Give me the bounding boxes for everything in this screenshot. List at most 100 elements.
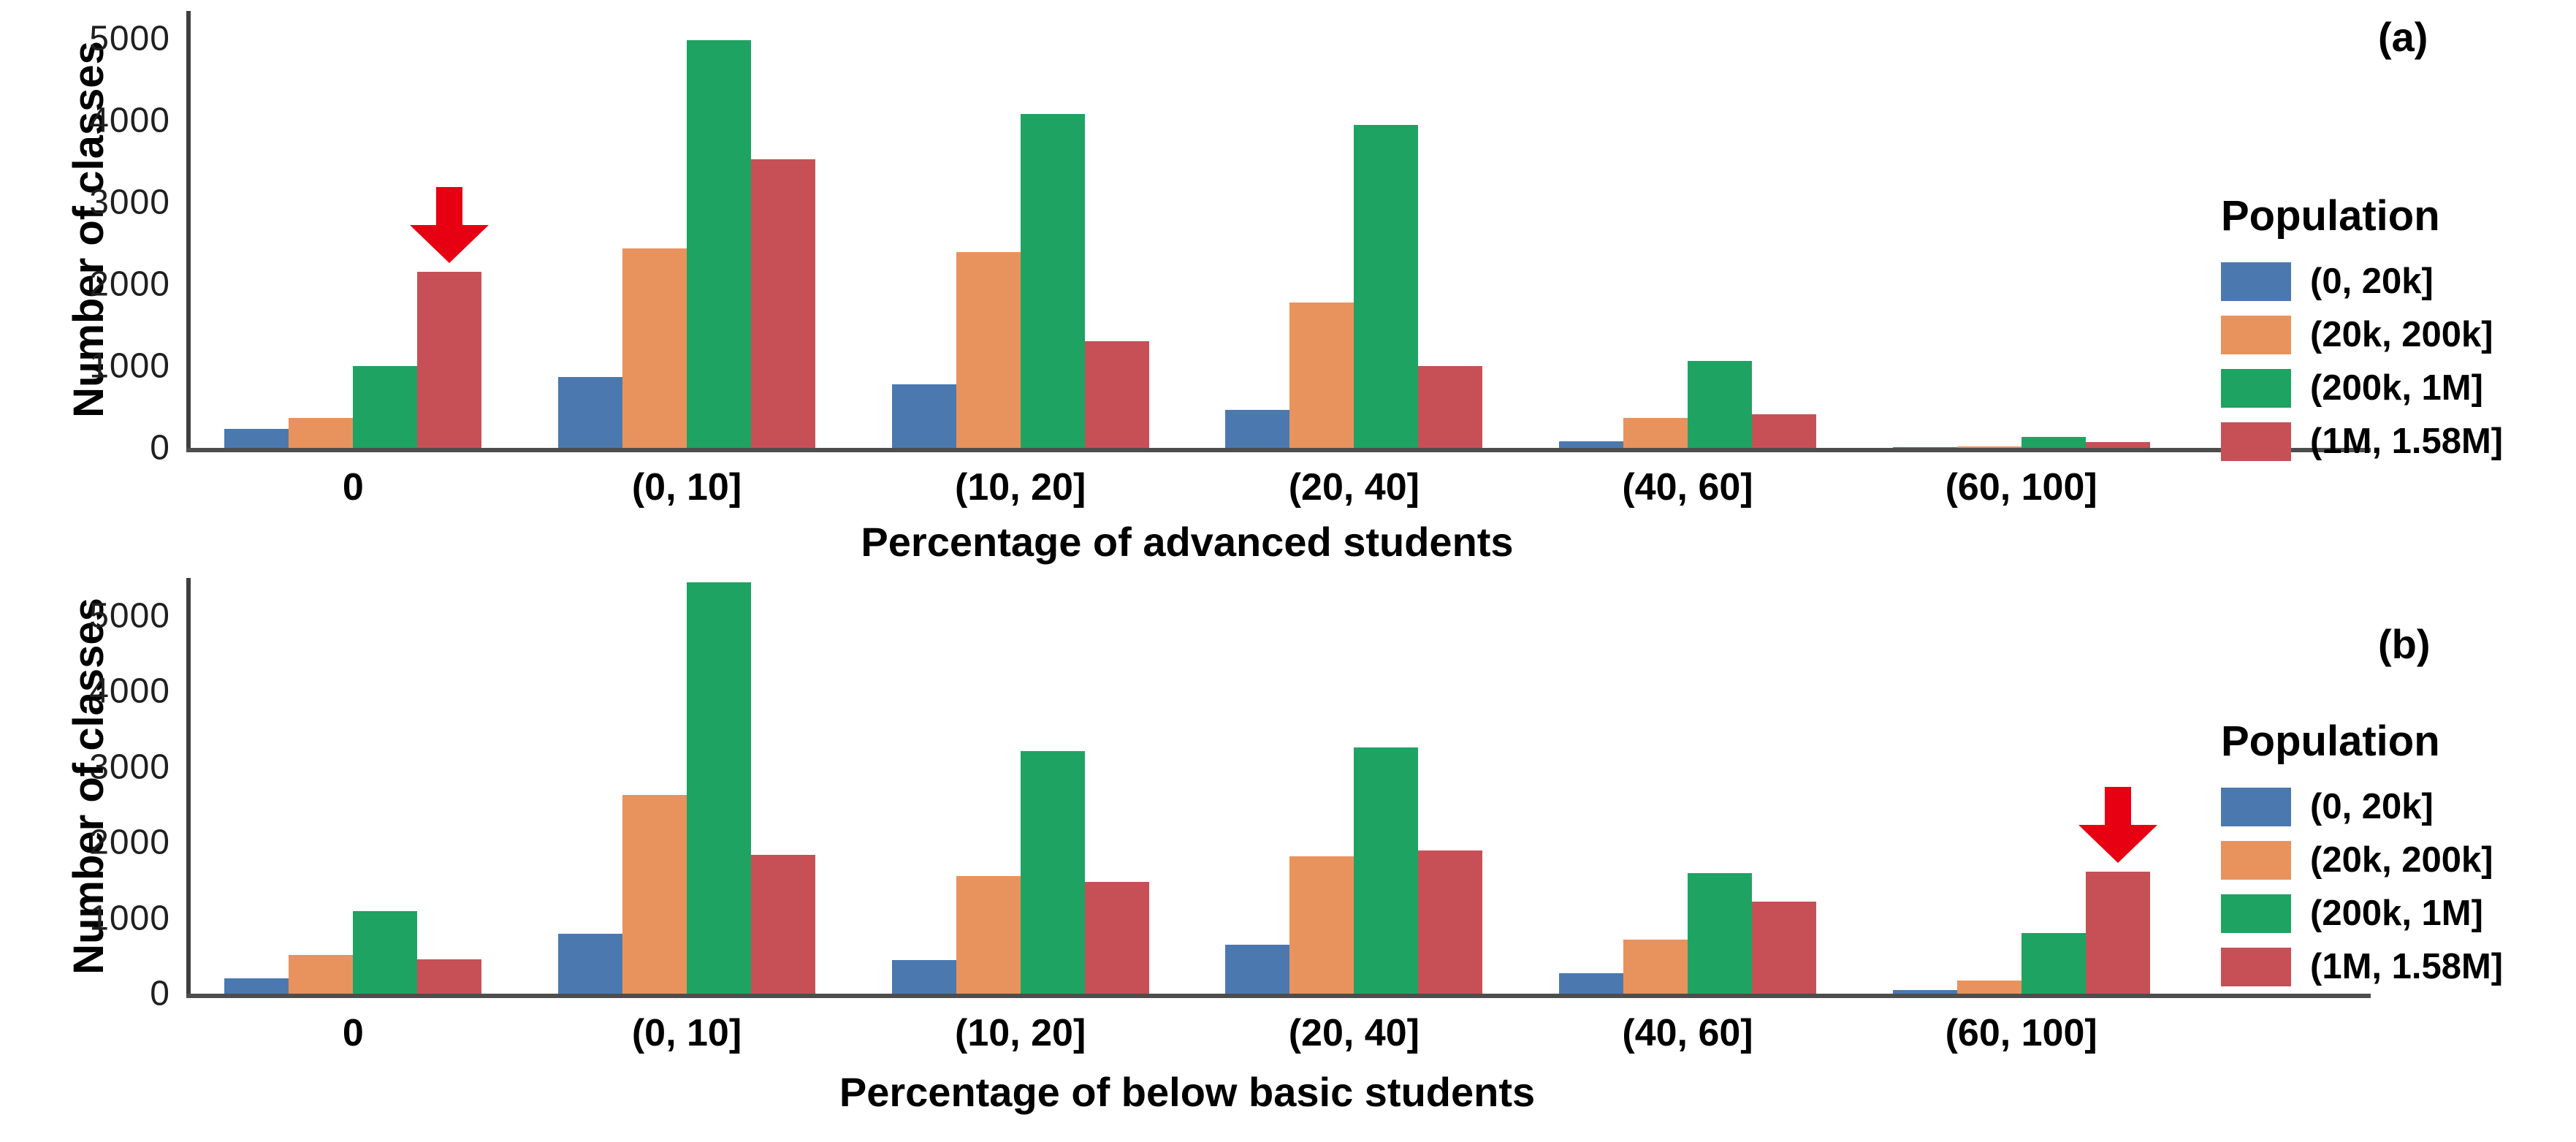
bar-020k-cat5 <box>1892 989 1957 994</box>
x-category-label: (10, 20] <box>955 466 1086 509</box>
plot-area <box>186 578 2371 998</box>
legend-item: (20k, 200k] <box>2221 840 2576 880</box>
legend-item: (200k, 1M] <box>2221 368 2576 408</box>
y-tick-label: 5000 <box>89 19 170 58</box>
bar-020k-cat3 <box>1225 410 1290 448</box>
x-axis-line <box>186 994 2371 998</box>
bar-1M158M-cat0 <box>417 959 482 994</box>
bar-200k1M-cat3 <box>1354 124 1419 448</box>
arrow-down-icon <box>2078 786 2158 863</box>
y-axis-line <box>186 11 191 448</box>
bar-020k-cat0 <box>224 978 289 994</box>
bar-1M158M-cat5 <box>2085 442 2150 448</box>
panel-a: Number of classes (a) Percentage of adva… <box>65 11 2576 565</box>
bar-1M158M-cat5 <box>2078 786 2157 994</box>
bar-1M158M-cat3 <box>1418 366 1483 448</box>
x-category-label: (40, 60] <box>1622 466 1753 509</box>
bar-200k1M-cat0 <box>353 911 418 994</box>
legend-label: (20k, 200k] <box>2310 840 2493 880</box>
panel-b: Number of classes (b) Percentage of belo… <box>0 571 2576 1142</box>
y-tick-label: 3000 <box>89 747 170 786</box>
legend-label: (0, 20k] <box>2310 262 2434 301</box>
bar-020k-cat3 <box>1225 944 1290 994</box>
bar-020k-cat2 <box>891 384 956 448</box>
legend-swatch <box>2221 368 2291 408</box>
bar-020k-cat1 <box>558 376 622 448</box>
legend-title: Population <box>2221 717 2440 765</box>
x-category-label: (60, 100] <box>1945 1012 2097 1054</box>
legend-swatch <box>2221 787 2291 826</box>
legend-label: (200k, 1M] <box>2310 894 2483 933</box>
bar-020k-cat0 <box>224 429 289 448</box>
legend: Population (0, 20k] (20k, 200k] (200k, 1M]… <box>2221 191 2576 474</box>
bar-20k200k-cat4 <box>1623 417 1688 448</box>
bar-20k200k-cat1 <box>622 248 687 448</box>
bar-1M158M-cat0 <box>410 187 489 448</box>
bar-020k-cat4 <box>1559 973 1623 994</box>
bar-1M158M-cat2 <box>1084 881 1149 994</box>
bar-020k-cat5 <box>1892 446 1957 448</box>
legend-swatch <box>2221 947 2291 986</box>
legend-label: (1M, 1.58M] <box>2310 422 2504 461</box>
y-tick-label: 0 <box>150 428 170 468</box>
legend-swatch <box>2221 840 2291 880</box>
x-category-label: (10, 20] <box>955 1012 1086 1054</box>
x-axis-title: Percentage of advanced students <box>861 519 1514 565</box>
arrow-down-icon <box>409 187 489 264</box>
x-category-label: (60, 100] <box>1945 466 2097 509</box>
x-category-label: (40, 60] <box>1622 1012 1753 1054</box>
bar-20k200k-cat0 <box>289 417 354 448</box>
y-axis-line <box>186 578 191 994</box>
bar-20k200k-cat3 <box>1289 856 1354 994</box>
bar-20k200k-cat3 <box>1289 302 1354 448</box>
x-category-label: (0, 10] <box>631 1012 742 1054</box>
legend-title: Population <box>2221 192 2440 240</box>
bar-020k-cat2 <box>891 960 956 994</box>
y-tick-label: 5000 <box>89 596 170 635</box>
bar-20k200k-cat2 <box>956 252 1021 448</box>
x-category-label: (0, 10] <box>631 466 742 509</box>
bar-200k1M-cat5 <box>2021 437 2086 448</box>
legend-item: (200k, 1M] <box>2221 893 2576 934</box>
bar-1M158M-cat1 <box>751 854 815 994</box>
panel-label-b: (b) <box>2378 621 2431 667</box>
x-category-label: 0 <box>342 1012 364 1054</box>
y-tick-label: 4000 <box>89 671 170 711</box>
bar-1M158M-cat4 <box>1752 414 1816 448</box>
legend-label: (20k, 200k] <box>2310 315 2493 354</box>
bar-20k200k-cat2 <box>956 875 1021 994</box>
y-tick-label: 3000 <box>89 183 170 222</box>
bar-200k1M-cat5 <box>2021 933 2086 994</box>
y-tick-label: 4000 <box>89 101 170 140</box>
y-tick-label: 0 <box>150 974 170 1013</box>
legend-label: (0, 20k] <box>2310 787 2434 826</box>
legend-item: (0, 20k] <box>2221 261 2576 302</box>
bar-200k1M-cat1 <box>687 40 751 448</box>
bar-1M158M-cat1 <box>751 159 815 448</box>
legend: Population (0, 20k] (20k, 200k] (200k, 1M]… <box>2221 717 2576 1000</box>
x-category-label: 0 <box>342 466 364 509</box>
bar-200k1M-cat0 <box>353 366 418 448</box>
bar-20k200k-cat0 <box>289 955 354 994</box>
legend-label: (200k, 1M] <box>2310 368 2483 408</box>
legend-label: (1M, 1.58M] <box>2310 947 2504 986</box>
y-tick-label: 1000 <box>89 899 170 937</box>
bar-200k1M-cat4 <box>1688 872 1752 994</box>
bar-20k200k-cat5 <box>1956 446 2021 448</box>
legend-swatch <box>2221 262 2291 301</box>
bar-020k-cat1 <box>558 934 622 994</box>
bar-200k1M-cat2 <box>1020 750 1085 994</box>
legend-item: (1M, 1.58M] <box>2221 421 2576 462</box>
bar-20k200k-cat4 <box>1623 940 1688 994</box>
bar-200k1M-cat2 <box>1020 114 1085 448</box>
y-tick-label: 2000 <box>89 264 170 304</box>
legend-swatch <box>2221 422 2291 461</box>
bar-200k1M-cat3 <box>1354 747 1419 994</box>
bar-200k1M-cat4 <box>1688 361 1752 448</box>
bar-1M158M-cat3 <box>1418 850 1483 994</box>
plot-area <box>186 11 2371 452</box>
legend-item: (1M, 1.58M] <box>2221 946 2576 987</box>
legend-swatch <box>2221 894 2291 933</box>
legend-swatch <box>2221 315 2291 354</box>
